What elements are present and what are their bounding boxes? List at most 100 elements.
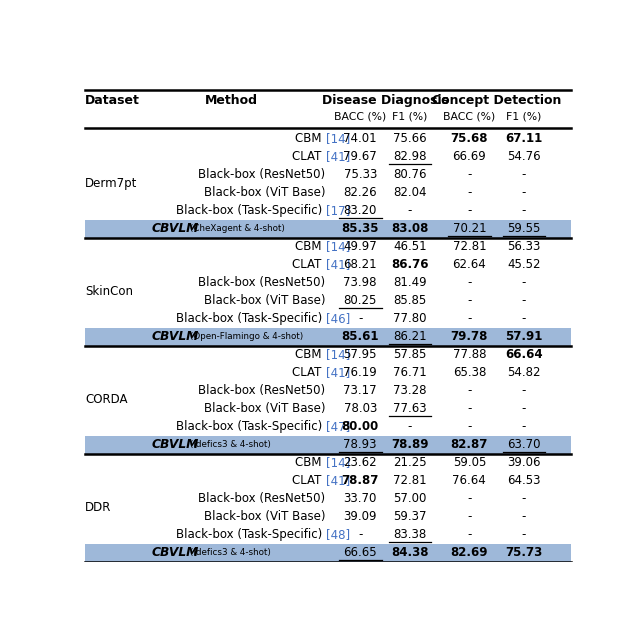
Text: [14]: [14] [326,131,350,145]
Text: 66.69: 66.69 [452,150,486,162]
Text: Black-box (Task-Specific): Black-box (Task-Specific) [175,528,326,541]
Text: Black-box (ResNet50): Black-box (ResNet50) [198,276,326,289]
Text: 80.76: 80.76 [393,167,427,181]
Text: Method: Method [205,94,258,107]
Text: CBM: CBM [295,348,326,361]
Text: -: - [467,510,472,523]
Text: 23.62: 23.62 [344,456,377,469]
Bar [85,220,571,238]
Text: -: - [522,420,526,433]
Text: 85.85: 85.85 [393,294,426,307]
Bar [85,544,571,562]
Text: 75.73: 75.73 [506,546,543,559]
Text: 72.81: 72.81 [452,240,486,253]
Text: [17]: [17] [326,204,350,217]
Text: (CheXagent & 4-shot): (CheXagent & 4-shot) [189,224,285,233]
Text: -: - [522,204,526,217]
Text: Dataset: Dataset [85,94,140,107]
Text: 78.93: 78.93 [344,438,377,451]
Text: CBVLM: CBVLM [152,438,199,451]
Text: [47]: [47] [326,420,350,433]
Text: -: - [467,276,472,289]
Text: BACC (%): BACC (%) [334,111,387,121]
Text: CLAT: CLAT [292,366,326,379]
Text: 82.98: 82.98 [393,150,427,162]
Text: 86.21: 86.21 [393,330,427,343]
Text: 81.49: 81.49 [393,276,427,289]
Text: -: - [522,167,526,181]
Text: 63.70: 63.70 [507,438,541,451]
Text: -: - [467,384,472,397]
Text: 85.35: 85.35 [342,222,379,234]
Text: 67.11: 67.11 [506,131,543,145]
Text: 59.05: 59.05 [452,456,486,469]
Text: 86.76: 86.76 [391,258,429,270]
Text: 57.00: 57.00 [393,492,426,505]
Text: -: - [522,384,526,397]
Text: 80.25: 80.25 [344,294,377,307]
Text: 82.04: 82.04 [393,186,427,198]
Text: Black-box (Task-Specific): Black-box (Task-Specific) [175,420,326,433]
Text: -: - [467,204,472,217]
Text: Black-box (ResNet50): Black-box (ResNet50) [198,384,326,397]
Text: F1 (%): F1 (%) [392,111,428,121]
Text: 39.06: 39.06 [507,456,541,469]
Bar [85,328,571,346]
Text: 77.88: 77.88 [452,348,486,361]
Text: CORDA: CORDA [85,392,127,406]
Text: 76.64: 76.64 [452,474,486,487]
Text: Black-box (ViT Base): Black-box (ViT Base) [204,186,326,198]
Text: 70.21: 70.21 [452,222,486,234]
Text: 82.26: 82.26 [344,186,377,198]
Text: (Idefics3 & 4-shot): (Idefics3 & 4-shot) [189,548,271,557]
Text: 82.87: 82.87 [451,438,488,451]
Text: 57.91: 57.91 [505,330,543,343]
Text: CBVLM: CBVLM [152,330,199,343]
Text: 39.09: 39.09 [344,510,377,523]
Text: [46]: [46] [326,312,350,325]
Text: 77.80: 77.80 [393,312,427,325]
Text: 49.97: 49.97 [344,240,377,253]
Text: -: - [358,528,362,541]
Text: 66.65: 66.65 [344,546,377,559]
Bar [85,436,571,454]
Text: 62.64: 62.64 [452,258,486,270]
Text: Black-box (ViT Base): Black-box (ViT Base) [204,510,326,523]
Text: 33.70: 33.70 [344,492,377,505]
Text: -: - [522,294,526,307]
Text: -: - [522,510,526,523]
Text: Black-box (ResNet50): Black-box (ResNet50) [198,167,326,181]
Text: DDR: DDR [85,501,111,514]
Text: 79.78: 79.78 [451,330,488,343]
Text: 80.00: 80.00 [342,420,379,433]
Text: CBVLM: CBVLM [152,222,199,234]
Text: 83.08: 83.08 [391,222,429,234]
Text: 68.21: 68.21 [344,258,377,270]
Text: -: - [522,186,526,198]
Text: Black-box (Task-Specific): Black-box (Task-Specific) [175,312,326,325]
Text: CLAT: CLAT [292,150,326,162]
Text: -: - [467,528,472,541]
Text: -: - [408,204,412,217]
Text: CLAT: CLAT [292,474,326,487]
Text: Black-box (ViT Base): Black-box (ViT Base) [204,294,326,307]
Text: 66.64: 66.64 [505,348,543,361]
Text: 84.38: 84.38 [391,546,429,559]
Text: 83.38: 83.38 [393,528,426,541]
Text: 59.37: 59.37 [393,510,427,523]
Text: -: - [522,312,526,325]
Text: 21.25: 21.25 [393,456,427,469]
Text: (Idefics3 & 4-shot): (Idefics3 & 4-shot) [189,440,271,449]
Text: (Open-Flamingo & 4-shot): (Open-Flamingo & 4-shot) [189,332,303,341]
Text: CBM: CBM [295,131,326,145]
Text: Black-box (ResNet50): Black-box (ResNet50) [198,492,326,505]
Text: -: - [467,420,472,433]
Text: -: - [358,312,362,325]
Text: Derm7pt: Derm7pt [85,177,138,190]
Text: 73.98: 73.98 [344,276,377,289]
Text: -: - [467,402,472,415]
Text: 78.89: 78.89 [391,438,429,451]
Text: CBM: CBM [295,456,326,469]
Text: -: - [467,312,472,325]
Text: 73.17: 73.17 [344,384,377,397]
